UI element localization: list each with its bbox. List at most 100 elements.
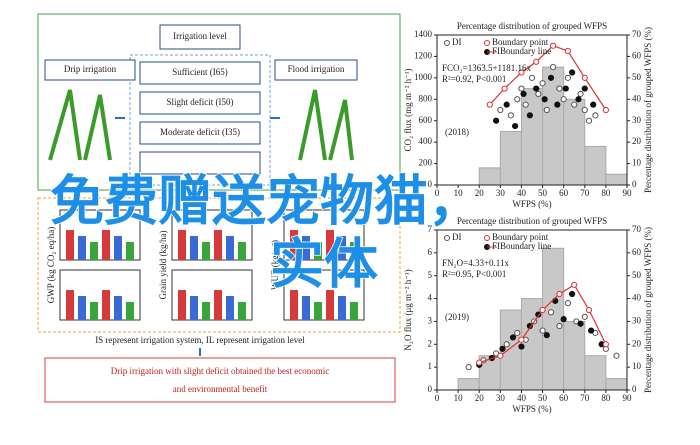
legend-label: Boundary point bbox=[492, 232, 549, 242]
panel-bar bbox=[226, 296, 234, 320]
point bbox=[522, 101, 529, 108]
legend-label: FI bbox=[492, 46, 500, 56]
y-tick-label: 1400 bbox=[414, 29, 433, 39]
boundary-line bbox=[479, 284, 607, 364]
point bbox=[556, 322, 563, 330]
point bbox=[560, 96, 567, 103]
panel-bar bbox=[326, 230, 334, 260]
panel-bar bbox=[78, 236, 86, 260]
hist-bar bbox=[457, 378, 480, 391]
y2-tick-label: 60 bbox=[632, 50, 642, 60]
point bbox=[569, 290, 576, 298]
boundary-point bbox=[518, 69, 525, 76]
point bbox=[554, 101, 561, 108]
panel-label: WUE (kg/m³) bbox=[270, 240, 280, 290]
panel-label: Grain yield (kg/ha) bbox=[158, 231, 168, 300]
y-label: CO₂ flux (mg m⁻² h⁻¹) bbox=[403, 68, 413, 151]
x-tick-label: 50 bbox=[538, 393, 548, 403]
boundary-point bbox=[539, 306, 546, 314]
y-tick-label: 1 bbox=[428, 361, 433, 371]
x-tick-label: 70 bbox=[580, 393, 590, 403]
panel-bar bbox=[350, 302, 358, 320]
point bbox=[564, 300, 571, 307]
boundary-point bbox=[556, 290, 563, 298]
panel-bar bbox=[302, 236, 310, 260]
y-tick-label: 3 bbox=[428, 315, 433, 325]
boundary-point bbox=[476, 359, 483, 366]
panel-bar bbox=[202, 242, 210, 260]
panel-bar bbox=[314, 302, 322, 320]
x-tick-label: 40 bbox=[517, 393, 527, 403]
x-tick-label: 90 bbox=[623, 188, 633, 198]
y2-tick-label: 70 bbox=[632, 224, 642, 234]
x-tick-label: 30 bbox=[496, 393, 506, 403]
x-tick-label: 80 bbox=[601, 393, 611, 403]
x-tick-label: 40 bbox=[517, 188, 527, 198]
level-label: Moderate deficit (I35) bbox=[160, 127, 240, 137]
hist-bar bbox=[563, 98, 586, 186]
y-tick-label: 5 bbox=[428, 270, 433, 280]
panel-bar bbox=[190, 296, 198, 320]
hist-bar bbox=[563, 320, 586, 391]
x-tick-label: 60 bbox=[559, 393, 569, 403]
panel-bar bbox=[338, 236, 346, 260]
plot-frame bbox=[436, 229, 628, 391]
x-tick-label: 70 bbox=[580, 188, 590, 198]
y-tick-label: 4 bbox=[428, 293, 433, 303]
x-tick-label: 0 bbox=[435, 188, 440, 198]
flood-label: Flood irrigation bbox=[288, 64, 345, 74]
y-label: N₂O flux (μg m⁻² h⁻¹) bbox=[403, 269, 413, 350]
legend-marker bbox=[444, 235, 450, 241]
panel-bar bbox=[214, 230, 222, 260]
level-option bbox=[139, 121, 261, 145]
hist-bar bbox=[584, 145, 607, 186]
y2-tick-label: 0 bbox=[632, 384, 637, 394]
point bbox=[539, 327, 546, 334]
hist-bar bbox=[542, 66, 565, 186]
point bbox=[556, 85, 563, 92]
point bbox=[526, 112, 533, 119]
point bbox=[590, 101, 597, 108]
point bbox=[569, 69, 576, 76]
point bbox=[577, 320, 584, 327]
panel-frame bbox=[283, 209, 365, 261]
point bbox=[543, 106, 550, 114]
point bbox=[562, 85, 569, 92]
point bbox=[465, 364, 472, 371]
legend-label: Boundary line bbox=[500, 241, 551, 251]
point bbox=[550, 64, 557, 71]
panel-bar bbox=[238, 242, 246, 260]
y-tick-label: 0 bbox=[428, 384, 433, 394]
boundary-point bbox=[581, 74, 588, 81]
point bbox=[592, 112, 599, 119]
boundary-point bbox=[564, 47, 571, 55]
point bbox=[541, 96, 548, 103]
drip-box bbox=[44, 59, 136, 81]
x-tick-label: 80 bbox=[601, 188, 611, 198]
boundary-point bbox=[571, 281, 578, 288]
point bbox=[514, 96, 521, 103]
y-tick-label: 400 bbox=[419, 136, 433, 146]
panel-bar bbox=[102, 290, 110, 320]
boundary-point bbox=[602, 341, 609, 348]
chart-title: Percentage distribution of grouped WFPS bbox=[457, 21, 607, 31]
point bbox=[581, 106, 588, 114]
y2-tick-label: 20 bbox=[632, 136, 642, 146]
y2-tick-label: 40 bbox=[632, 293, 642, 303]
y-tick-label: 600 bbox=[419, 115, 433, 125]
y-tick-label: 0 bbox=[428, 179, 433, 189]
point bbox=[514, 329, 521, 336]
x-tick-label: 10 bbox=[454, 188, 464, 198]
point bbox=[528, 74, 536, 81]
hist-bar bbox=[478, 167, 501, 186]
panel-bar bbox=[202, 302, 210, 320]
panel-bar bbox=[126, 302, 134, 320]
point bbox=[520, 90, 527, 98]
level-box bbox=[159, 24, 241, 50]
hist-bar bbox=[605, 173, 628, 186]
legend-label: DI bbox=[452, 37, 462, 47]
panel-bar bbox=[314, 242, 322, 260]
panel-bar bbox=[178, 230, 186, 260]
